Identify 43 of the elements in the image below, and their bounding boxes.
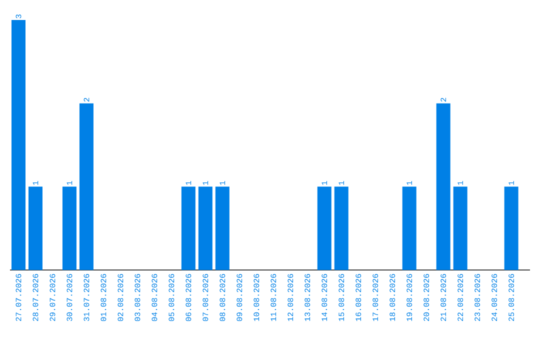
data-label: 1: [202, 181, 208, 185]
x-tick-label: 08.08.2026: [220, 274, 226, 322]
x-tick-label: 10.08.2026: [254, 274, 260, 321]
x-tick-label: 25.08.2026: [508, 274, 514, 321]
x-tick-label: 16.08.2026: [356, 274, 362, 321]
x-tick-label: 20.08.2026: [424, 274, 430, 321]
x-tick-label: 22.08.2026: [458, 274, 464, 321]
x-tick-label: 28.07.2026: [32, 274, 38, 321]
data-label: 1: [322, 181, 328, 185]
x-tick-label: 13.08.2026: [304, 274, 310, 321]
x-tick-label: 15.08.2026: [338, 274, 344, 321]
x-tick-label: 30.07.2026: [66, 274, 72, 322]
data-label: 3: [16, 14, 22, 18]
data-label: 1: [508, 181, 514, 185]
x-tick-label: 04.08.2026: [152, 274, 158, 322]
x-tick-label: 17.08.2026: [372, 274, 378, 321]
x-tick-label: 27.07.2026: [16, 274, 22, 321]
x-tick-label: 01.08.2026: [100, 274, 106, 322]
x-tick-label: 24.08.2026: [492, 274, 498, 321]
data-label: 2: [440, 98, 446, 102]
x-tick-label: 09.08.2026: [236, 274, 242, 322]
x-tick-label: 18.08.2026: [390, 274, 396, 321]
x-tick-label: 03.08.2026: [134, 274, 140, 322]
x-tick-label: 05.08.2026: [168, 274, 174, 322]
data-label: 1: [66, 181, 72, 185]
x-tick-label: 23.08.2026: [474, 274, 480, 321]
x-tick-label: 12.08.2026: [288, 274, 294, 321]
x-tick-label: 29.07.2026: [50, 274, 56, 321]
x-tick-label: 14.08.2026: [322, 274, 328, 321]
data-label: 1: [338, 181, 344, 185]
data-label: 1: [32, 181, 38, 185]
x-tick-label: 11.08.2026: [270, 274, 276, 321]
data-label: 1: [406, 181, 412, 185]
x-tick-label: 21.08.2026: [440, 274, 446, 321]
x-tick-label: 07.08.2026: [202, 274, 208, 322]
x-tick-label: 19.08.2026: [406, 274, 412, 321]
data-label: 2: [84, 98, 90, 102]
data-label: 1: [186, 181, 192, 185]
data-label: 1: [458, 181, 463, 185]
x-tick-label: 06.08.2026: [186, 274, 192, 322]
data-label: 1: [220, 181, 226, 185]
x-tick-label: 31.07.2026: [84, 274, 90, 322]
x-tick-label: 02.08.2026: [118, 274, 124, 322]
